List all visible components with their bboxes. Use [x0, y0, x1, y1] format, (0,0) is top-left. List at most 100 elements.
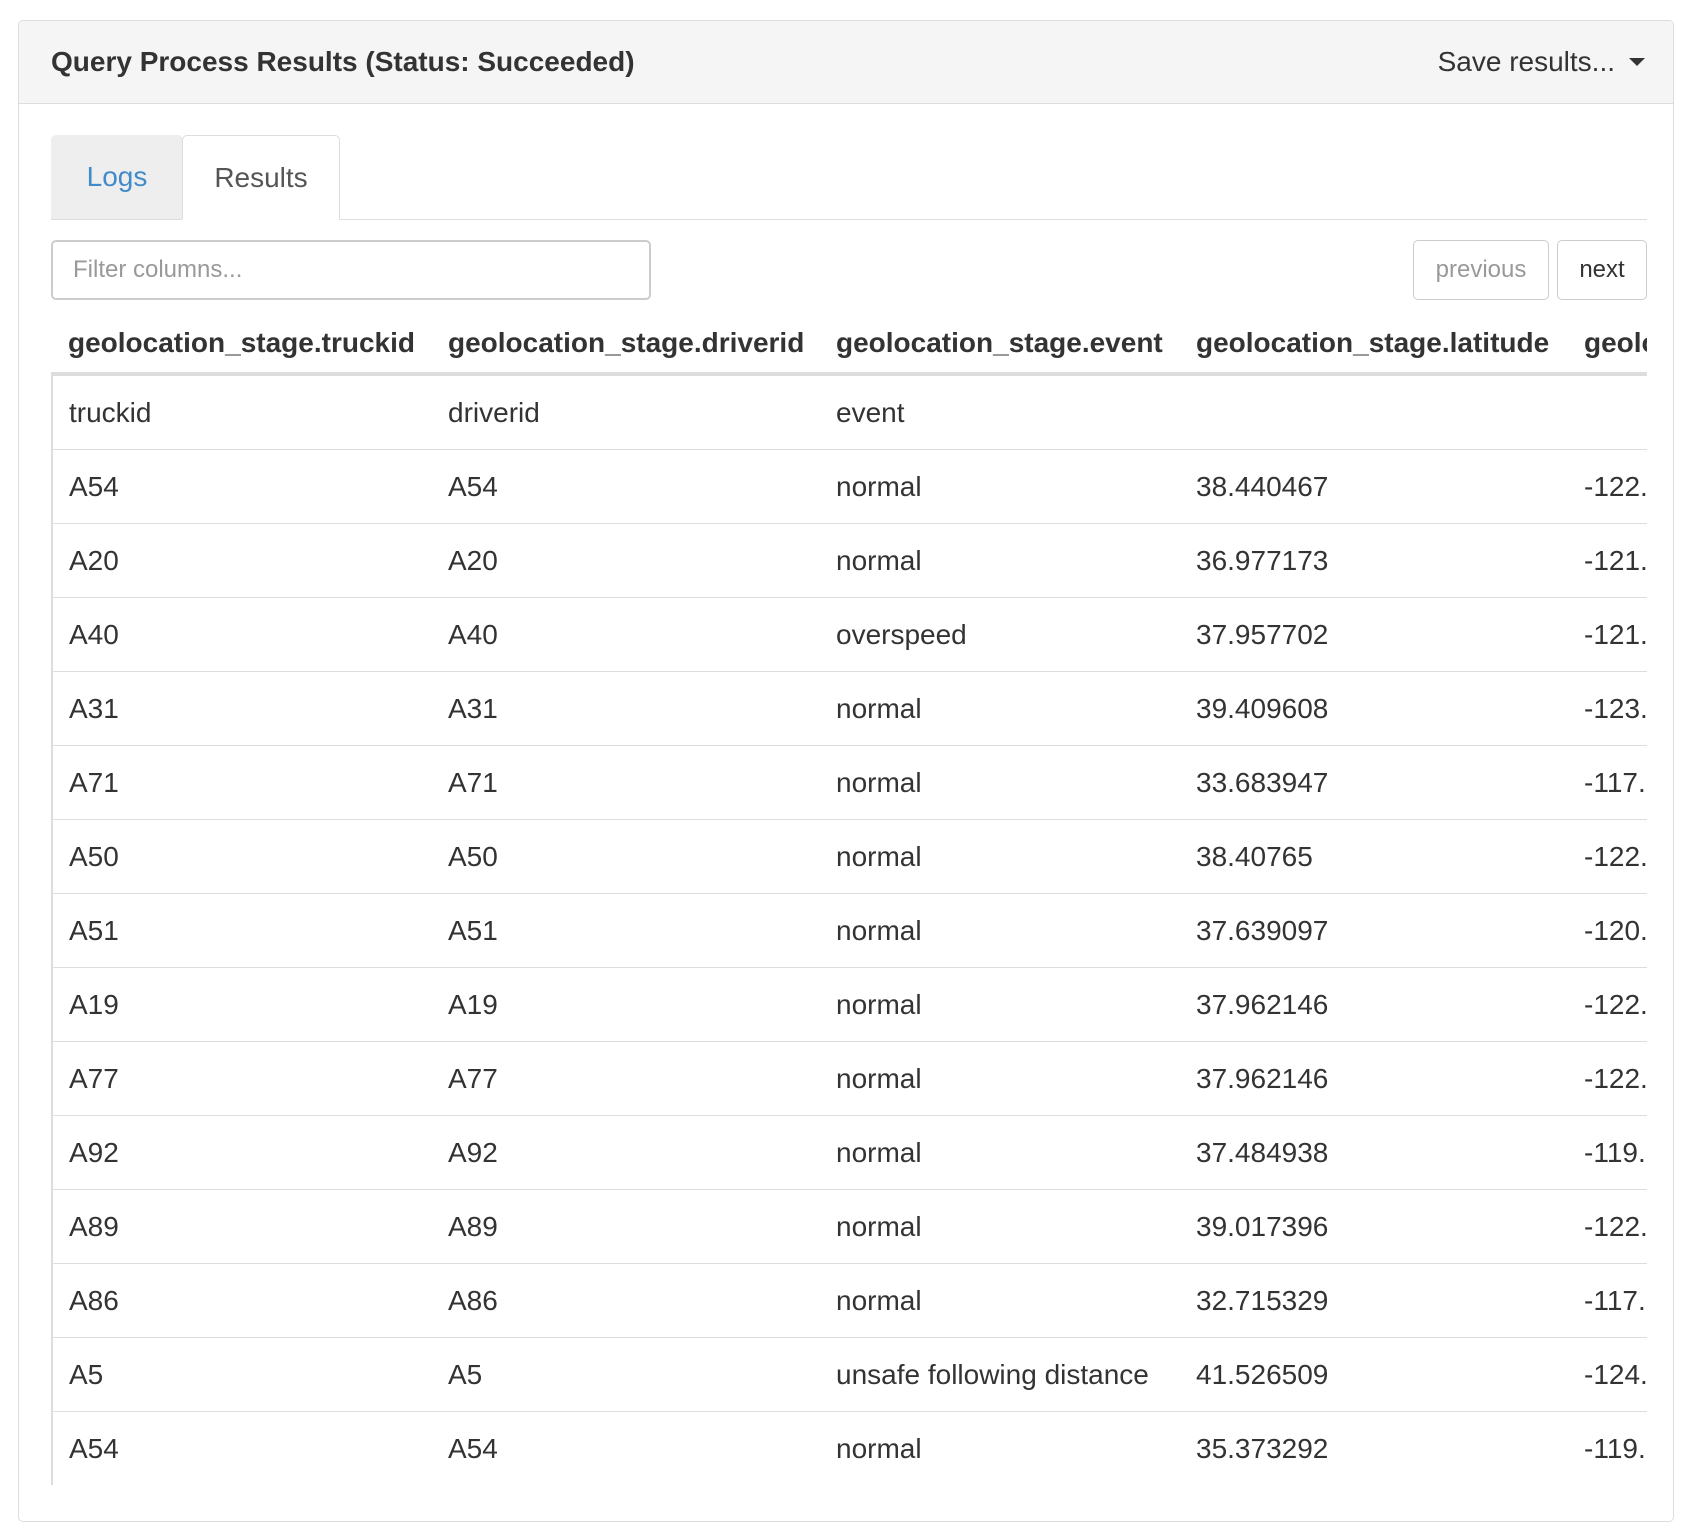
table-cell: A31: [51, 671, 432, 746]
table-cell: normal: [820, 1041, 1180, 1116]
table-row: A51 A51 normal 37.639097 -120.: [51, 893, 1647, 968]
table-cell: A31: [432, 671, 820, 746]
table-cell: A19: [51, 967, 432, 1042]
table-cell: event: [836, 396, 905, 428]
table-row: A77 A77 normal 37.962146 -122.: [51, 1041, 1647, 1116]
table-cell: A40: [51, 597, 432, 672]
table-cell: normal: [820, 449, 1180, 524]
column-header[interactable]: geolocation_stage.latitude: [1180, 314, 1568, 376]
table-cell: normal: [820, 1115, 1180, 1190]
table-cell: A89: [432, 1189, 820, 1264]
table-row: A31 A31 normal 39.409608 -123.: [51, 671, 1647, 746]
filter-columns-input[interactable]: [51, 240, 651, 300]
table-cell: A50: [51, 819, 432, 894]
table-cell: -122.: [1568, 449, 1647, 524]
table-cell: normal: [820, 523, 1180, 598]
column-header[interactable]: geolocation_stage.event: [820, 314, 1180, 376]
table-cell: A54: [432, 449, 820, 524]
previous-button[interactable]: previous: [1413, 240, 1549, 300]
table-row: A54 A54 normal 35.373292 -119.: [51, 1411, 1647, 1485]
table-cell: normal: [820, 893, 1180, 968]
table-row: A71 A71 normal 33.683947 -117.: [51, 745, 1647, 820]
table-cell: -119.: [1568, 1411, 1647, 1485]
table-cell: A92: [432, 1115, 820, 1190]
save-results-dropdown[interactable]: Save results...: [1438, 46, 1645, 78]
table-cell: 39.017396: [1180, 1189, 1568, 1264]
table-cell: normal: [820, 671, 1180, 746]
results-table-container[interactable]: geolocation_stage.truckid geolocation_st…: [51, 314, 1647, 1485]
table-cell: unsafe following distance: [820, 1337, 1180, 1412]
table-row: A86 A86 normal 32.715329 -117.: [51, 1263, 1647, 1338]
table-cell: -124.: [1568, 1337, 1647, 1412]
table-cell: -122.: [1568, 967, 1647, 1042]
panel-body: Logs Results previous next geolocation_s…: [51, 135, 1647, 1485]
table-cell: A77: [432, 1041, 820, 1116]
tab-logs[interactable]: Logs: [51, 135, 183, 219]
table-cell: -117.: [1568, 745, 1647, 820]
table-cell: [1180, 374, 1568, 450]
table-cell: A40: [432, 597, 820, 672]
table-cell: normal: [820, 1263, 1180, 1338]
table-cell: -122.: [1568, 819, 1647, 894]
tab-results[interactable]: Results: [182, 135, 340, 220]
table-cell: driverid: [448, 396, 540, 428]
column-header[interactable]: geolocation_stage.truckid: [52, 314, 432, 376]
column-header[interactable]: geolocation_stage.driverid: [432, 314, 820, 376]
table-cell: normal: [820, 819, 1180, 894]
table-cell: A54: [432, 1411, 820, 1485]
column-header[interactable]: geolo: [1568, 314, 1647, 376]
table-row: A40 A40 overspeed 37.957702 -121.: [51, 597, 1647, 672]
table-cell: -122.: [1568, 1189, 1647, 1264]
table-cell: A20: [51, 523, 432, 598]
table-cell: 37.957702: [1180, 597, 1568, 672]
table-cell: normal: [820, 1411, 1180, 1485]
next-button[interactable]: next: [1557, 240, 1647, 300]
panel-heading: Query Process Results (Status: Succeeded…: [19, 21, 1673, 104]
table-row: A92 A92 normal 37.484938 -119.: [51, 1115, 1647, 1190]
table-cell: A89: [51, 1189, 432, 1264]
table-cell: 39.409608: [1180, 671, 1568, 746]
table-cell: 38.40765: [1180, 819, 1568, 894]
table-cell: A51: [432, 893, 820, 968]
table-cell: 36.977173: [1180, 523, 1568, 598]
table-row: A50 A50 normal 38.40765 -122.: [51, 819, 1647, 894]
table-cell: -121.: [1568, 523, 1647, 598]
table-row: A19 A19 normal 37.962146 -122.: [51, 967, 1647, 1042]
table-cell: normal: [820, 745, 1180, 820]
table-cell: -119.: [1568, 1115, 1647, 1190]
table-cell: 35.373292: [1180, 1411, 1568, 1485]
table-cell: overspeed: [820, 597, 1180, 672]
table-cell: 32.715329: [1180, 1263, 1568, 1338]
table-cell: A71: [432, 745, 820, 820]
table-cell: A19: [432, 967, 820, 1042]
table-cell: -123.: [1568, 671, 1647, 746]
results-toolbar: previous next: [51, 240, 1647, 302]
table-cell: 41.526509: [1180, 1337, 1568, 1412]
table-cell: A86: [51, 1263, 432, 1338]
table-cell: -122.: [1568, 1041, 1647, 1116]
table-cell: A5: [51, 1337, 432, 1412]
caret-down-icon: [1629, 57, 1645, 66]
table-cell: 38.440467: [1180, 449, 1568, 524]
save-results-label: Save results...: [1437, 46, 1615, 77]
table-cell: A54: [51, 449, 432, 524]
table-cell: -120.: [1568, 893, 1647, 968]
table-cell: 37.962146: [1180, 967, 1568, 1042]
table-cell: 33.683947: [1180, 745, 1568, 820]
table-row: A5 A5 unsafe following distance 41.52650…: [51, 1337, 1647, 1412]
table-cell: 37.484938: [1180, 1115, 1568, 1190]
table-cell: -117.: [1568, 1263, 1647, 1338]
table-cell: A92: [51, 1115, 432, 1190]
table-cell: [1568, 374, 1647, 450]
results-table: geolocation_stage.truckid geolocation_st…: [51, 314, 1647, 1485]
panel-title: Query Process Results (Status: Succeeded…: [51, 46, 635, 77]
table-cell: A77: [51, 1041, 432, 1116]
query-results-panel: Query Process Results (Status: Succeeded…: [18, 20, 1674, 1522]
table-row: truckid driverid event: [51, 374, 1647, 450]
table-header-row: geolocation_stage.truckid geolocation_st…: [52, 314, 1647, 376]
table-cell: A50: [432, 819, 820, 894]
table-cell: truckid: [51, 374, 432, 450]
tab-bar: Logs Results: [51, 135, 1647, 220]
table-cell: A71: [51, 745, 432, 820]
table-cell: A5: [432, 1337, 820, 1412]
